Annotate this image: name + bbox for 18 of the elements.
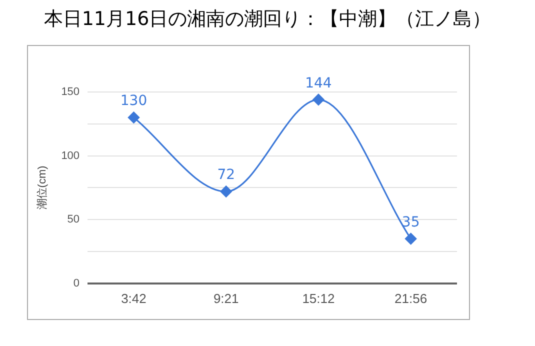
data-label: 72 (217, 167, 236, 184)
chart-title: 本日11月16日の湘南の潮回り：【中潮】（江ノ島） (42, 7, 492, 32)
point (128, 112, 140, 124)
data-label: 130 (120, 93, 148, 110)
y-axis-title: 潮位(cm) (36, 166, 49, 210)
point (220, 186, 232, 198)
x-tick-label: 3:42 (121, 290, 146, 306)
data-label: 144 (305, 75, 332, 92)
y-tick-label: 50 (67, 214, 80, 226)
x-tick-label: 21:56 (394, 290, 428, 306)
data-label: 35 (402, 214, 420, 230)
y-tick-label: 0 (73, 277, 80, 290)
point (312, 94, 324, 106)
y-tick-label: 100 (61, 150, 80, 162)
x-tick-label: 15:12 (302, 290, 335, 306)
y-tick-label: 150 (61, 86, 80, 98)
x-tick-label: 9:21 (213, 290, 239, 306)
point (405, 232, 417, 245)
